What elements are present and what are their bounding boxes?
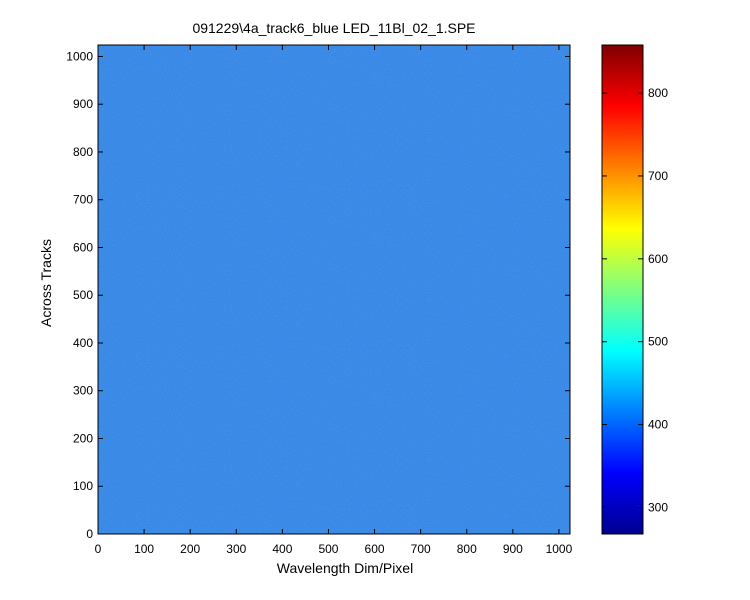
- colorbar-tick-label: 400: [648, 418, 668, 432]
- y-tick-label: 400: [73, 336, 93, 350]
- y-axis-ticks: 0 100 200 300 400 500 600 700 800 900 1000: [66, 49, 570, 541]
- y-tick-label: 1000: [66, 49, 93, 63]
- heatmap-noise: [98, 45, 570, 534]
- x-tick-label: 400: [272, 542, 292, 556]
- y-axis-label: Across Tracks: [38, 239, 54, 327]
- x-tick-label: 700: [411, 542, 431, 556]
- y-tick-label: 700: [73, 193, 93, 207]
- y-tick-label: 800: [73, 145, 93, 159]
- x-tick-label: 300: [226, 542, 246, 556]
- x-tick-label: 100: [134, 542, 154, 556]
- colorbar-tick-label: 600: [648, 252, 668, 266]
- heatmap: [98, 45, 570, 534]
- colorbar: [601, 44, 644, 535]
- y-tick-label: 0: [86, 527, 93, 541]
- x-tick-label: 500: [318, 542, 338, 556]
- x-tick-label: 600: [365, 542, 385, 556]
- chart-title: 091229\4a_track6_blue LED_11Bl_02_1.SPE: [192, 20, 475, 36]
- x-tick-label: 0: [95, 542, 102, 556]
- x-tick-label: 200: [180, 542, 200, 556]
- y-tick-label: 600: [73, 240, 93, 254]
- y-tick-label: 900: [73, 97, 93, 111]
- x-tick-label: 1000: [546, 542, 573, 556]
- x-tick-label: 900: [503, 542, 523, 556]
- x-tick-label: 800: [457, 542, 477, 556]
- colorbar-tick-label: 300: [648, 500, 668, 514]
- y-tick-label: 200: [73, 431, 93, 445]
- y-tick-label: 100: [73, 479, 93, 493]
- y-tick-label: 500: [73, 288, 93, 302]
- colorbar-tick-label: 800: [648, 86, 668, 100]
- colorbar-tick-label: 700: [648, 169, 668, 183]
- colorbar-tick-label: 500: [648, 335, 668, 349]
- colorbar-ticks: 300 400 500 600 700 800: [602, 86, 668, 514]
- x-axis-label: Wavelength Dim/Pixel: [277, 560, 413, 576]
- plot-frame: [97, 44, 571, 535]
- x-axis-ticks: 0 100 200 300 400 500 600 700 800 900 1000: [95, 45, 573, 556]
- y-tick-label: 300: [73, 384, 93, 398]
